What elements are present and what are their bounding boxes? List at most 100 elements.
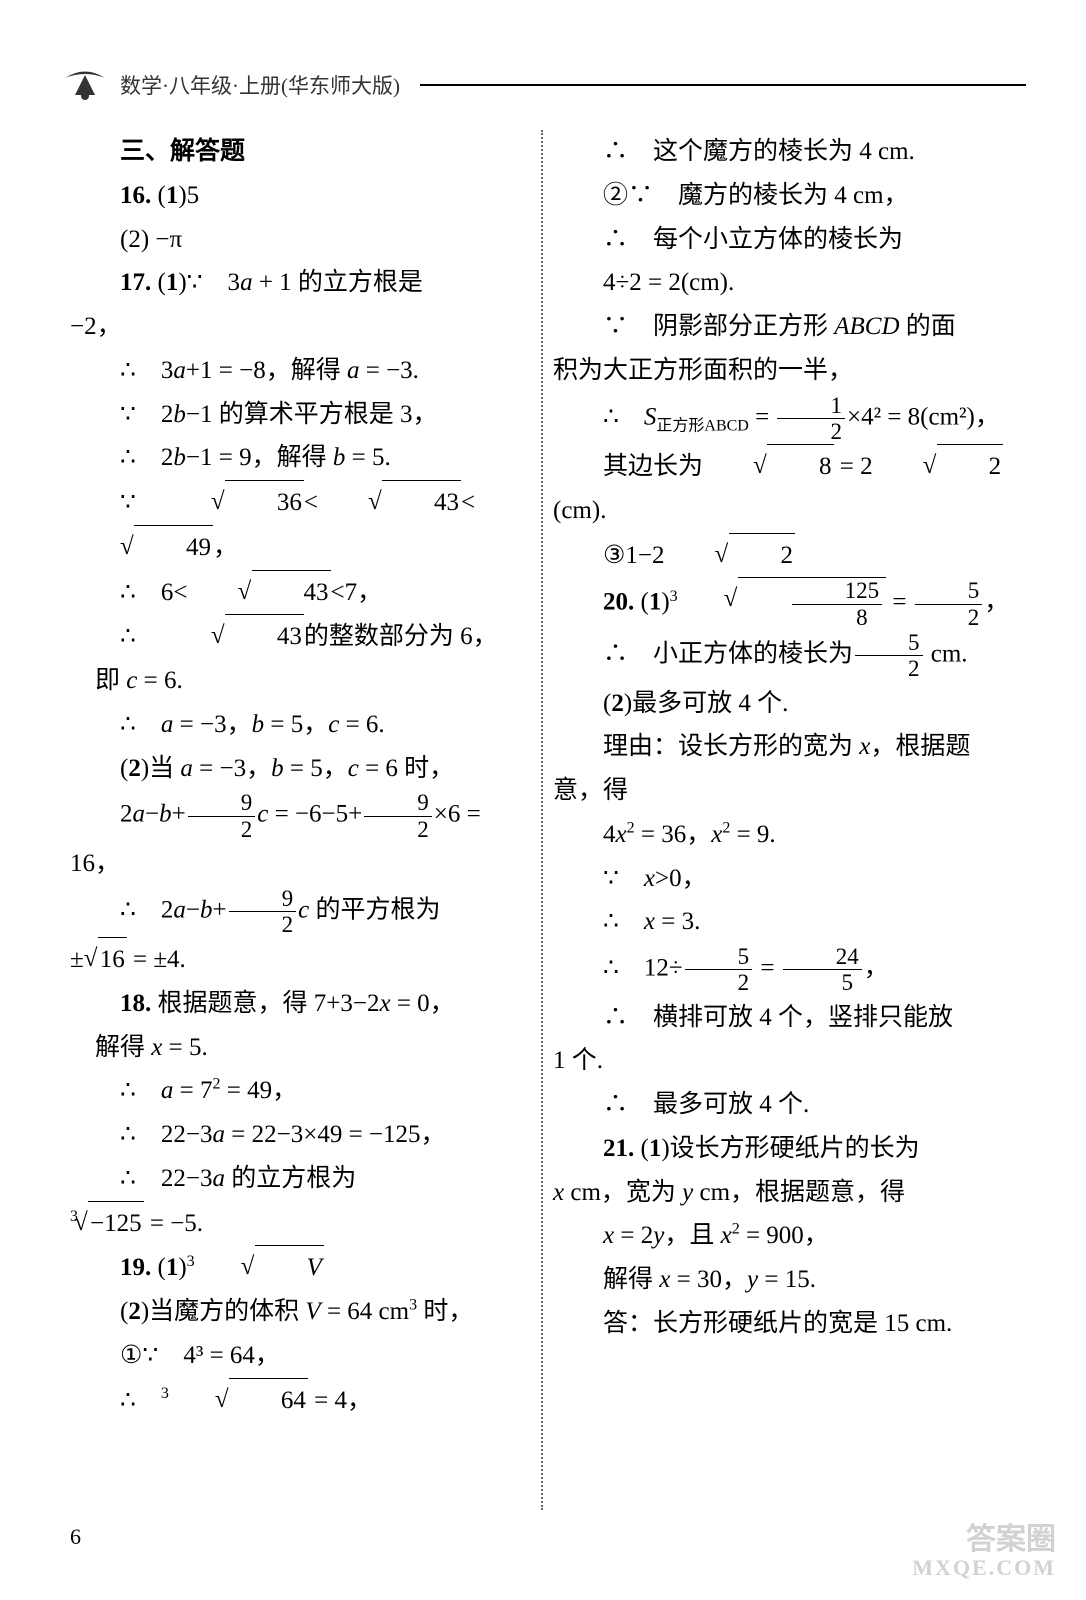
watermark-line2: MXQE.COM <box>912 1556 1056 1580</box>
q20-9: ∴ 横排可放 4 个，竖排只能放 <box>553 996 1016 1040</box>
q18-3: ∴ a = 72 = 49， <box>70 1069 531 1113</box>
school-logo-icon <box>60 60 110 110</box>
r6: ∴ S正方形ABCD = 12×4² = 8(cm²)， <box>553 393 1016 445</box>
q17-neg2: −2， <box>70 305 531 349</box>
sqrt-43c: 43 <box>161 614 304 659</box>
q17-s5: ∴ 6<43<7， <box>70 570 531 615</box>
q17-s2: ∵ 2b−1 的算术平方根是 3， <box>70 393 531 437</box>
frac-9-2b: 92 <box>364 790 432 842</box>
q17-s1: ∴ 3a+1 = −8，解得 a = −3. <box>70 349 531 393</box>
t: <7， <box>331 579 383 606</box>
q17-p2: (2)当 a = −3，b = 5，c = 6 时， <box>70 747 531 791</box>
page: 数学·八年级·上册(华东师大版) 三、解答题 16. (1)5 (2) −π 1… <box>0 0 1086 1600</box>
q17-s8: ∴ a = −3，b = 5，c = 6. <box>70 703 531 747</box>
q17-p2d: ∴ 2a−b+92c 的平方根为 <box>70 886 531 938</box>
q17-intro: 17. (1)∵ 3a + 1 的立方根是 <box>70 261 531 305</box>
sqrt-43: 43 <box>318 480 461 525</box>
t: = ±4. <box>127 946 186 973</box>
t: ， <box>864 955 889 982</box>
q17-s3: ∴ 2b−1 = 9，解得 b = 5. <box>70 436 531 480</box>
t: 其边长为 <box>603 453 703 480</box>
q18-2: 解得 x = 5. <box>70 1026 531 1070</box>
t: ∴ 小正方体的棱长为 <box>603 640 853 667</box>
content-columns: 三、解答题 16. (1)5 (2) −π 17. (1)∵ 3a + 1 的立… <box>60 130 1026 1510</box>
q19-2: (2)当魔方的体积 V = 64 cm3 时， <box>70 1290 531 1334</box>
q16-2: (2) −π <box>70 218 531 262</box>
q21-4: 答：长方形硬纸片的宽是 15 cm. <box>553 1302 1016 1346</box>
r4: 4÷2 = 2(cm). <box>553 261 1016 305</box>
frac-5-2a: 52 <box>915 578 983 630</box>
q20-7: ∴ x = 3. <box>553 900 1016 944</box>
frac-5-2b: 52 <box>855 630 923 682</box>
cbrt-64: 64 <box>165 1378 308 1423</box>
r7: 其边长为8 = 22(cm). <box>553 444 1016 533</box>
r3: ∴ 每个小立方体的棱长为 <box>553 218 1016 262</box>
q21-1: 21. (1)设长方形硬纸片的长为 <box>553 1127 1016 1171</box>
watermark: 答案圈 MXQE.COM <box>912 1523 1056 1580</box>
frac-125-8: 1258 <box>792 578 883 630</box>
sqrt-8: 8 <box>703 444 834 489</box>
sqrt-16: 16 <box>84 937 127 982</box>
t: = <box>749 403 776 430</box>
t: ∵ <box>120 489 161 516</box>
q18-5: ∴ 22−3a 的立方根为 <box>70 1157 531 1201</box>
t: ③1−2 <box>603 542 665 569</box>
q20-4: 理由：设长方形的宽为 x，根据题 <box>553 725 1016 769</box>
frac-9-2a: 92 <box>188 790 256 842</box>
q18-4: ∴ 22−3a = 22−3×49 = −125， <box>70 1113 531 1157</box>
t: 正方形ABCD <box>656 417 748 434</box>
header-rule <box>420 84 1026 86</box>
r2: ②∵ 魔方的棱长为 4 cm， <box>553 174 1016 218</box>
t: ∴ 12÷ <box>603 955 683 982</box>
sqrt-2a: 2 <box>873 444 1004 489</box>
t: = <box>754 955 781 982</box>
q18-6: 3−125 = −5. <box>70 1201 531 1246</box>
q17-p2calc: 2a−b+92c = −6−5+92×6 = 16， <box>70 790 531 885</box>
header-subject: 数学·八年级·上册(华东师大版) <box>120 70 400 100</box>
t: ， <box>213 534 238 561</box>
left-column: 三、解答题 16. (1)5 (2) −π 17. (1)∵ 3a + 1 的立… <box>60 130 543 1510</box>
t: (cm). <box>553 497 606 524</box>
t: ∴ <box>120 623 161 650</box>
q17-s7: 即 c = 6. <box>70 659 531 703</box>
q20-1: 20. (1)31258 = 52， <box>553 577 1016 630</box>
frac-5-2c: 52 <box>685 944 753 996</box>
q20-9b: 1 个. <box>553 1039 1016 1083</box>
t: = −5. <box>144 1210 203 1237</box>
cbrt-125-8: 1258 <box>674 577 887 630</box>
r5b: 积为大正方形面积的一半， <box>553 349 1016 393</box>
q17-p2f: ±16 = ±4. <box>70 937 531 982</box>
q17-s4: ∵ 36<43<49， <box>70 480 531 570</box>
page-number: 6 <box>70 1524 81 1550</box>
watermark-line1: 答案圈 <box>912 1523 1056 1556</box>
q19-1: 19. (1)3V <box>70 1245 531 1290</box>
cbrt-neg125: −125 <box>74 1201 144 1246</box>
q20-6: ∵ x>0， <box>553 857 1016 901</box>
q20-2: ∴ 小正方体的棱长为52 cm. <box>553 630 1016 682</box>
q20-8: ∴ 12÷52 = 245， <box>553 944 1016 996</box>
t: cm. <box>925 640 968 667</box>
t: ， <box>984 589 1009 616</box>
section-title: 三、解答题 <box>70 130 531 174</box>
q20-3: (2)最多可放 4 个. <box>553 682 1016 726</box>
cbrt-V: V <box>191 1245 324 1290</box>
t: = 4， <box>308 1387 372 1414</box>
right-column: ∴ 这个魔方的棱长为 4 cm. ②∵ 魔方的棱长为 4 cm， ∴ 每个小立方… <box>543 130 1026 1510</box>
frac-24-5: 245 <box>783 944 862 996</box>
q19-4: ∴ 364 = 4， <box>70 1378 531 1423</box>
q17-s6: ∴ 43的整数部分为 6， <box>70 614 531 659</box>
sqrt-43b: 43 <box>188 570 331 615</box>
t: ∴ 6< <box>120 579 188 606</box>
r1: ∴ 这个魔方的棱长为 4 cm. <box>553 130 1016 174</box>
q18-1: 18. 根据题意，得 7+3−2x = 0， <box>70 982 531 1026</box>
page-header: 数学·八年级·上册(华东师大版) <box>60 60 1026 110</box>
sqrt-49: 49 <box>70 525 213 570</box>
r8: ③1−22 <box>553 533 1016 578</box>
sqrt-2b: 2 <box>665 533 796 578</box>
q21-1b: x cm，宽为 y cm，根据题意，得 <box>553 1171 1016 1215</box>
q16-1: 16. (1)5 <box>70 174 531 218</box>
t: 的整数部分为 6， <box>304 623 498 650</box>
frac-1-2: 12 <box>777 393 845 445</box>
q20-5: 4x2 = 36，x2 = 9. <box>553 813 1016 857</box>
q19-3: ①∵ 4³ = 64， <box>70 1334 531 1378</box>
